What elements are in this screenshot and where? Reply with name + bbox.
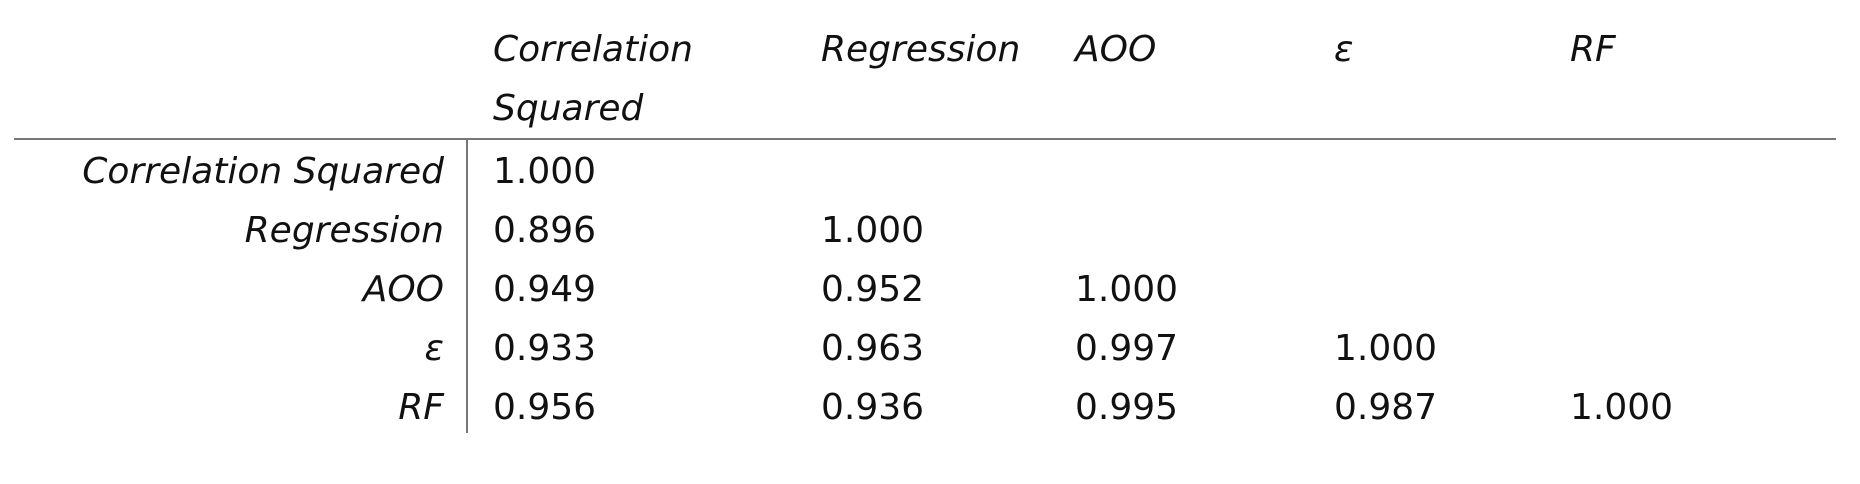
cell-value: 0.997 xyxy=(1075,328,1179,369)
cell-value: 0.963 xyxy=(821,328,925,369)
row-label: Correlation Squared xyxy=(82,151,444,192)
row-label: ε xyxy=(424,328,444,369)
header-rule xyxy=(14,138,1836,140)
label-rule xyxy=(466,139,468,433)
row-label: AOO xyxy=(362,269,444,310)
cell-value: 1.000 xyxy=(493,151,597,192)
cell-value: 1.000 xyxy=(1570,387,1674,428)
cell-value: 0.936 xyxy=(821,387,925,428)
cell-value: 0.952 xyxy=(821,269,925,310)
row-label: Regression xyxy=(244,210,444,251)
cell-value: 1.000 xyxy=(1334,328,1438,369)
row-label: RF xyxy=(398,387,444,428)
cell-value: 0.956 xyxy=(493,387,597,428)
cell-value: 0.995 xyxy=(1075,387,1179,428)
column-header: ε xyxy=(1334,29,1354,70)
cell-value: 0.933 xyxy=(493,328,597,369)
column-header: Regression xyxy=(821,29,1021,70)
cell-value: 1.000 xyxy=(821,210,925,251)
column-header: AOO xyxy=(1075,29,1157,70)
cell-value: 0.896 xyxy=(493,210,597,251)
cell-value: 1.000 xyxy=(1075,269,1179,310)
column-header: RF xyxy=(1570,29,1616,70)
cell-value: 0.949 xyxy=(493,269,597,310)
column-header: Correlation Squared xyxy=(493,29,693,129)
cell-value: 0.987 xyxy=(1334,387,1438,428)
